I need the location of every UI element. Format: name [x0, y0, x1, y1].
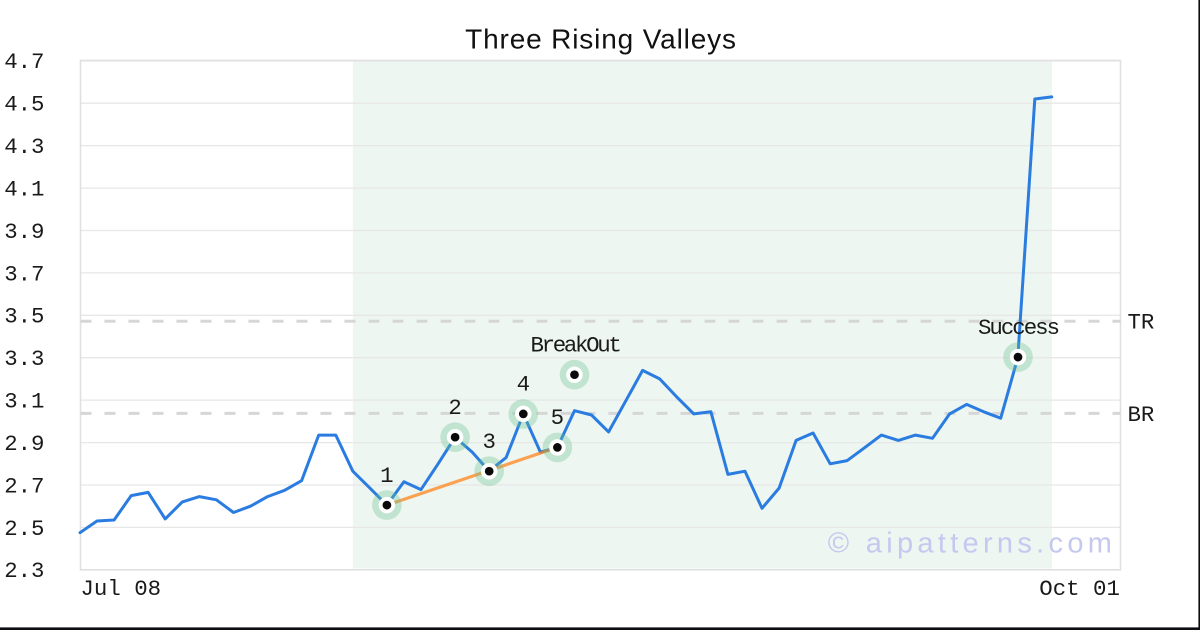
svg-text:5: 5	[551, 405, 564, 431]
svg-text:2.9: 2.9	[4, 431, 44, 457]
svg-text:2.5: 2.5	[4, 516, 44, 542]
svg-text:3.5: 3.5	[4, 304, 44, 330]
svg-text:BreakOut: BreakOut	[530, 332, 620, 358]
svg-text:© aipatterns.com: © aipatterns.com	[828, 528, 1116, 560]
svg-text:Jul 08: Jul 08	[80, 576, 161, 602]
svg-text:3: 3	[482, 429, 495, 455]
svg-text:4.5: 4.5	[4, 92, 44, 118]
svg-text:4.1: 4.1	[4, 177, 44, 203]
svg-text:2: 2	[448, 395, 461, 421]
svg-text:Three Rising Valleys: Three Rising Valleys	[465, 24, 737, 55]
svg-text:1: 1	[380, 463, 393, 489]
svg-text:4.7: 4.7	[4, 49, 44, 75]
svg-text:BR: BR	[1128, 402, 1155, 428]
svg-text:Success: Success	[978, 315, 1059, 341]
svg-text:3.3: 3.3	[4, 346, 44, 372]
svg-text:TR: TR	[1128, 310, 1155, 336]
svg-text:3.7: 3.7	[4, 261, 44, 287]
svg-text:4.3: 4.3	[4, 134, 44, 160]
svg-text:3.9: 3.9	[4, 219, 44, 245]
svg-text:2.7: 2.7	[4, 473, 44, 499]
svg-text:3.1: 3.1	[4, 389, 44, 415]
svg-text:4: 4	[517, 372, 530, 398]
svg-text:2.3: 2.3	[4, 558, 44, 584]
svg-text:Oct 01: Oct 01	[1039, 576, 1120, 602]
